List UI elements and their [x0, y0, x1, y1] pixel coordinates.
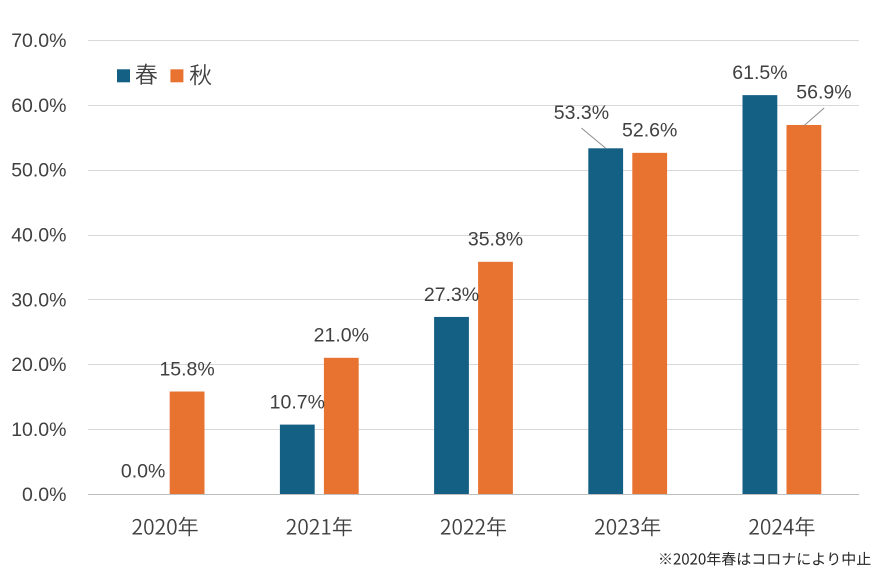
svg-text:60.0%: 60.0%: [11, 95, 66, 117]
svg-text:10.0%: 10.0%: [11, 419, 66, 441]
svg-text:0.0%: 0.0%: [22, 484, 66, 506]
svg-text:53.3%: 53.3%: [554, 102, 609, 124]
svg-text:21.0%: 21.0%: [314, 325, 369, 347]
svg-text:10.7%: 10.7%: [270, 392, 325, 414]
svg-text:15.8%: 15.8%: [159, 358, 214, 380]
svg-text:30.0%: 30.0%: [11, 289, 66, 311]
svg-text:61.5%: 61.5%: [732, 62, 787, 84]
svg-text:56.9%: 56.9%: [796, 82, 851, 104]
svg-text:50.0%: 50.0%: [11, 160, 66, 182]
svg-text:40.0%: 40.0%: [11, 224, 66, 246]
svg-text:35.8%: 35.8%: [468, 229, 523, 251]
svg-text:52.6%: 52.6%: [622, 120, 677, 142]
svg-text:27.3%: 27.3%: [424, 284, 479, 306]
svg-text:0.0%: 0.0%: [121, 461, 165, 483]
svg-text:20.0%: 20.0%: [11, 354, 66, 376]
svg-text:70.0%: 70.0%: [11, 30, 66, 52]
